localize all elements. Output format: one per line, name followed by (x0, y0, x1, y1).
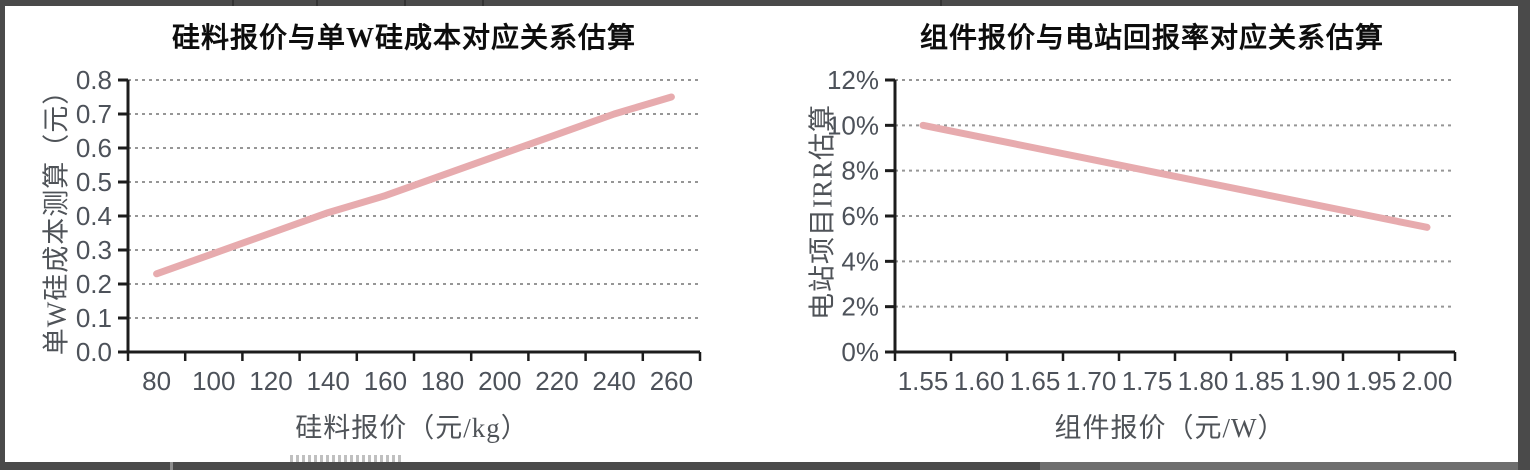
data-line (919, 121, 1431, 231)
frame-top-notch (482, 0, 484, 6)
frame-bottom (0, 462, 1530, 470)
left-chart-title: 硅料报价与单W硅成本对应关系估算 (171, 23, 637, 54)
frame-top-notch (316, 0, 318, 6)
frame-bottom-light-segment (1040, 462, 1518, 470)
y-tick-label: 0.3 (76, 235, 112, 265)
y-tick-labels: 0.0 0.1 0.2 0.3 0.4 0.5 0.6 0.7 0.8 (76, 65, 112, 367)
x-tick-label: 100 (192, 366, 235, 396)
x-tick-label: 1.70 (1066, 366, 1117, 396)
right-chart: 0% 2% 4% 6% 8% 10% 12% 1.55 1.60 1.65 1.70 1.75 1.80… (827, 65, 1457, 396)
y-tick-label: 0% (841, 337, 879, 367)
y-tick-label: 0.4 (76, 201, 112, 231)
x-tick-label: 120 (249, 366, 292, 396)
left-chart-y-axis-title: 单W硅成本测算（元） (41, 76, 72, 356)
y-tick-label: 6% (841, 201, 879, 231)
y-tick-label: 0.2 (76, 269, 112, 299)
x-tick-label: 1.90 (1290, 366, 1341, 396)
x-tick-label: 140 (307, 366, 350, 396)
axes (118, 78, 702, 361)
frame-bottom-notch (170, 462, 173, 470)
frame-right (1518, 0, 1530, 470)
x-tick-label: 200 (478, 366, 521, 396)
y-tick-label: 4% (841, 246, 879, 276)
x-tick-label: 1.95 (1346, 366, 1397, 396)
y-tick-label: 2% (841, 292, 879, 322)
x-tick-label: 1.85 (1234, 366, 1285, 396)
frame-left (0, 0, 5, 470)
y-tick-label: 12% (827, 65, 879, 95)
x-tick-label: 160 (364, 366, 407, 396)
x-tick-label: 2.00 (1402, 366, 1453, 396)
axes (885, 78, 1457, 361)
right-chart-title: 组件报价与电站回报率对应关系估算 (919, 23, 1385, 54)
y-tick-label: 8% (841, 156, 879, 186)
left-chart: 0.0 0.1 0.2 0.3 0.4 0.5 0.6 0.7 0.8 80 100 120 140 16… (76, 65, 702, 396)
frame-top-notch (404, 0, 406, 6)
x-tick-label: 80 (142, 366, 171, 396)
x-tick-label: 1.80 (1178, 366, 1229, 396)
y-tick-label: 0.5 (76, 167, 112, 197)
y-tick-labels: 0% 2% 4% 6% 8% 10% 12% (827, 65, 879, 367)
gridlines (895, 79, 1455, 308)
y-tick-label: 0.0 (76, 337, 112, 367)
right-chart-y-axis-title: 电站项目IRR估算 (807, 103, 838, 321)
data-line (153, 93, 675, 278)
x-tick-label: 220 (535, 366, 578, 396)
left-chart-x-axis-title: 硅料报价（元/kg） (295, 413, 529, 443)
y-tick-label: 0.7 (76, 99, 112, 129)
y-tick-label: 0.1 (76, 303, 112, 333)
x-tick-label: 260 (650, 366, 693, 396)
x-tick-label: 1.60 (954, 366, 1005, 396)
x-tick-labels: 1.55 1.60 1.65 1.70 1.75 1.80 1.85 1.90 1.95 2.00 (898, 366, 1453, 396)
x-tick-label: 1.75 (1122, 366, 1173, 396)
frame-top-notch (232, 0, 234, 6)
frame-top (0, 0, 1530, 6)
right-chart-x-axis-title: 组件报价（元/W） (1054, 413, 1286, 443)
x-tick-label: 240 (593, 366, 636, 396)
clipped-text-artifact (290, 455, 402, 462)
y-tick-label: 10% (827, 110, 879, 140)
x-tick-labels: 80 100 120 140 160 180 200 220 240 260 (142, 366, 693, 396)
y-tick-label: 0.6 (76, 133, 112, 163)
frame-top-notch (940, 0, 942, 6)
x-tick-label: 1.55 (898, 366, 949, 396)
y-tick-label: 0.8 (76, 65, 112, 95)
x-tick-label: 180 (421, 366, 464, 396)
x-tick-label: 1.65 (1010, 366, 1061, 396)
